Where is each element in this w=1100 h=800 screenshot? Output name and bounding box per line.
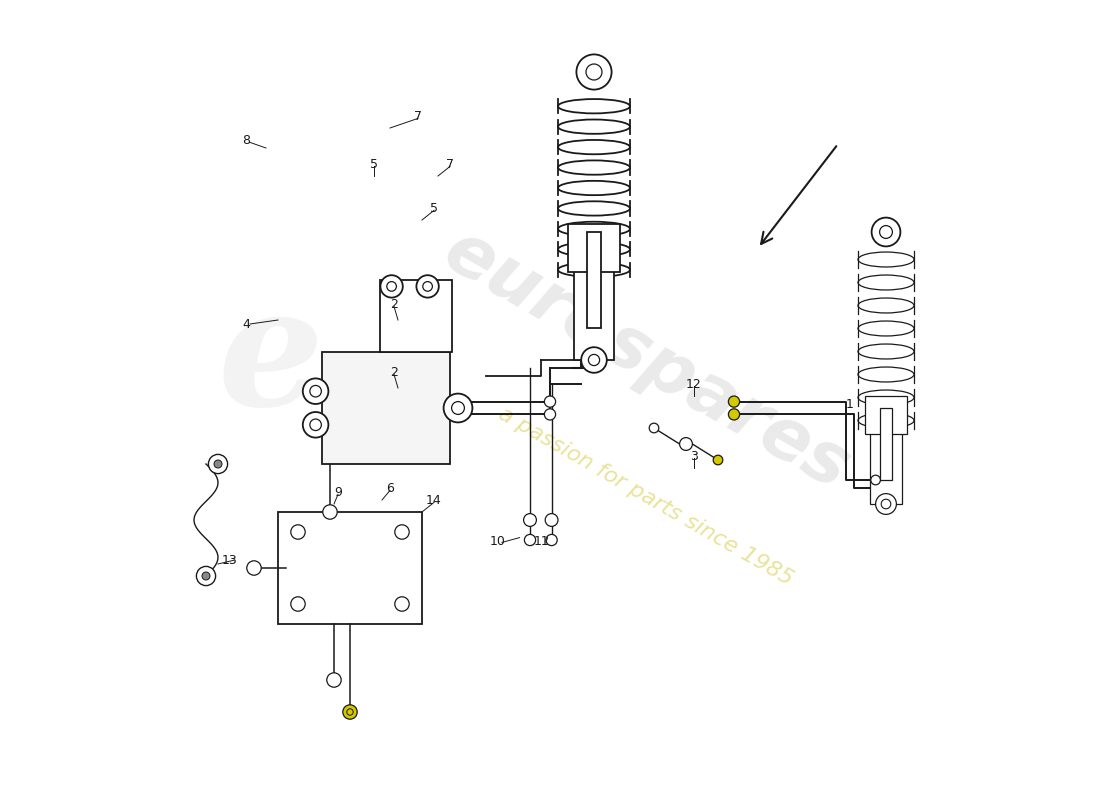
Circle shape [246,561,261,575]
Circle shape [214,460,222,468]
Circle shape [202,572,210,580]
Circle shape [880,226,892,238]
Circle shape [680,438,692,450]
Text: e: e [217,279,323,441]
Circle shape [546,514,558,526]
Circle shape [208,454,228,474]
Circle shape [395,597,409,611]
Circle shape [310,419,321,430]
Text: 4: 4 [242,318,250,330]
Circle shape [871,218,901,246]
Circle shape [586,64,602,80]
Circle shape [649,423,659,433]
Circle shape [871,475,880,485]
Circle shape [581,347,607,373]
Circle shape [728,396,739,407]
Circle shape [524,514,537,526]
Text: 6: 6 [386,482,394,494]
Circle shape [417,275,439,298]
Text: 13: 13 [222,554,238,566]
Text: 2: 2 [390,298,398,310]
Circle shape [327,673,341,687]
Text: 11: 11 [535,535,550,548]
Text: 10: 10 [491,535,506,548]
Circle shape [544,409,556,420]
Bar [880,408,892,480]
Circle shape [576,54,612,90]
Circle shape [346,709,353,715]
Bar [866,396,906,434]
Text: 8: 8 [242,134,250,146]
Circle shape [881,499,891,509]
Circle shape [343,705,358,719]
Circle shape [302,412,329,438]
Circle shape [452,402,464,414]
Circle shape [588,354,600,366]
Bar [574,264,614,360]
Text: 7: 7 [414,110,422,122]
Circle shape [443,394,472,422]
Circle shape [546,534,558,546]
Circle shape [395,525,409,539]
Bar [569,224,619,272]
Text: 5: 5 [370,158,378,170]
Circle shape [290,597,305,611]
Text: eurospares: eurospares [431,216,861,504]
Circle shape [387,282,396,291]
Text: 3: 3 [690,450,697,462]
Text: 7: 7 [446,158,454,170]
Circle shape [290,525,305,539]
Circle shape [302,378,329,404]
Bar [586,232,602,328]
Circle shape [422,282,432,291]
Circle shape [728,409,739,420]
Text: a passion for parts since 1985: a passion for parts since 1985 [495,403,796,589]
Text: 1: 1 [846,398,854,410]
Bar [322,352,450,464]
Circle shape [876,494,896,514]
Circle shape [322,505,338,519]
Circle shape [197,566,216,586]
Text: 9: 9 [334,486,342,498]
Circle shape [310,386,321,397]
Text: 2: 2 [390,366,398,378]
Text: 12: 12 [686,378,702,390]
Circle shape [544,396,556,407]
Circle shape [713,455,723,465]
Bar [379,280,452,352]
Bar [278,512,422,624]
Text: 5: 5 [430,202,438,214]
Circle shape [525,534,536,546]
Text: 14: 14 [426,494,442,506]
Bar [870,428,902,504]
Circle shape [381,275,403,298]
